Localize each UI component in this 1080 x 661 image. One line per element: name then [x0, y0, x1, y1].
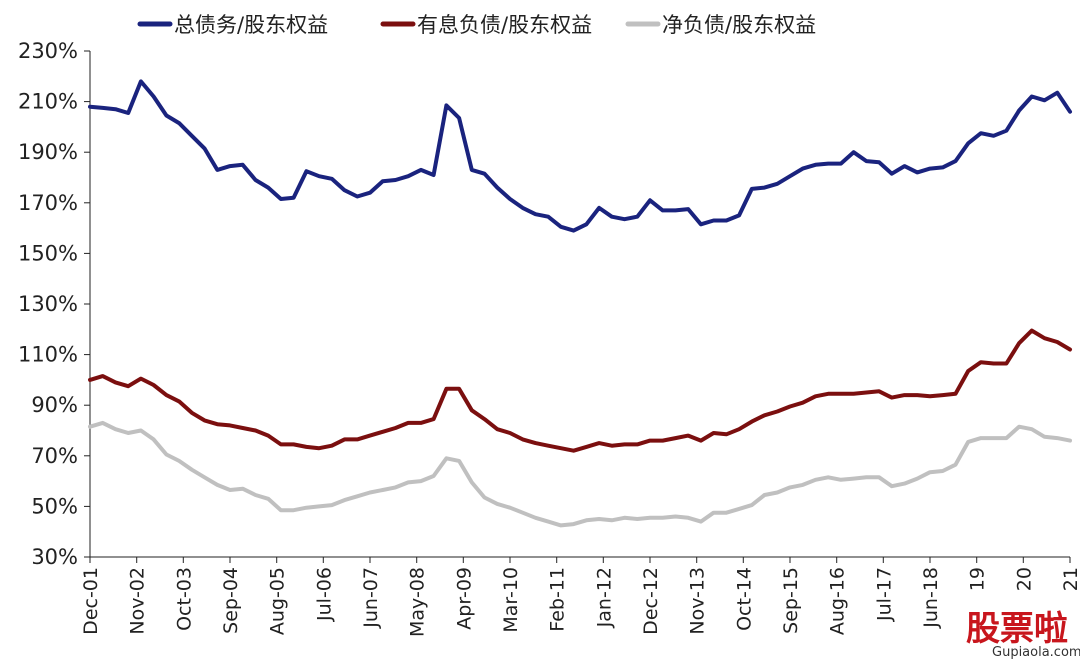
x-tick-label: 20: [1013, 567, 1035, 591]
x-tick-label: Aug-16: [827, 567, 849, 635]
x-tick-label: Aug-05: [267, 567, 289, 635]
y-tick-label: 150%: [18, 241, 78, 265]
series-line-0: [88, 79, 1072, 233]
x-axis: Dec-01 Nov-02 Oct-03 Sep-04 Aug-05 Jul-06 Jun-…: [80, 556, 1080, 637]
x-tick-label: Jul-17: [873, 567, 895, 622]
x-tick-label: Nov-13: [687, 567, 709, 635]
y-tick-label: 170%: [18, 191, 78, 215]
x-tick-label: Sep-04: [220, 567, 242, 634]
x-tick-label: 21: [1060, 567, 1080, 591]
series-line-1: [88, 328, 1072, 453]
x-tick-label: Jul-06: [313, 567, 335, 622]
x-tick-label: Nov-02: [127, 567, 149, 635]
y-tick-label: 50%: [31, 494, 78, 518]
chart-legend: 总债务/股东权益 有息负债/股东权益 净负债/股东权益: [137, 13, 816, 37]
x-tick-label: Feb-11: [547, 567, 569, 632]
series-line-2: [88, 420, 1072, 528]
x-tick-label: Oct-14: [733, 567, 755, 631]
watermark-logo-text: 股票啦: [966, 609, 1068, 649]
y-tick-label: 90%: [31, 393, 78, 417]
plot-area: [88, 79, 1072, 528]
watermark-logo: 股票啦 Gupiaola.com: [960, 600, 1080, 660]
x-tick-label: May-08: [407, 567, 429, 637]
y-tick-label: 230%: [18, 39, 78, 63]
x-tick-label: Oct-03: [173, 567, 195, 631]
x-tick-label: 19: [967, 567, 989, 591]
x-tick-label: Mar-10: [500, 567, 522, 633]
x-tick-label: Sep-15: [780, 567, 802, 634]
x-tick-label: Dec-01: [80, 567, 102, 635]
legend-label-1: 有息负债/股东权益: [417, 13, 592, 37]
y-tick-label: 110%: [18, 343, 78, 367]
watermark-site-text: Gupiaola.com: [992, 645, 1080, 660]
x-tick-label: Jan-12: [593, 567, 615, 628]
y-tick-label: 210%: [18, 90, 78, 114]
x-tick-label: Jun-07: [360, 567, 382, 629]
watermark-background: [960, 600, 1078, 658]
x-tick-label: Apr-09: [453, 567, 475, 630]
legend-label-2: 净负债/股东权益: [662, 13, 816, 37]
y-axis: 30% 50% 70% 90% 110% 130% 150% 170% 190% 210% 230%: [18, 39, 91, 569]
y-tick-label: 130%: [18, 292, 78, 316]
y-tick-label: 70%: [31, 444, 78, 468]
x-tick-label: Jun-18: [920, 567, 942, 629]
y-tick-label: 190%: [18, 140, 78, 164]
y-tick-label: 30%: [31, 545, 78, 569]
legend-label-0: 总债务/股东权益: [174, 13, 328, 37]
x-tick-label: Dec-12: [640, 567, 662, 635]
